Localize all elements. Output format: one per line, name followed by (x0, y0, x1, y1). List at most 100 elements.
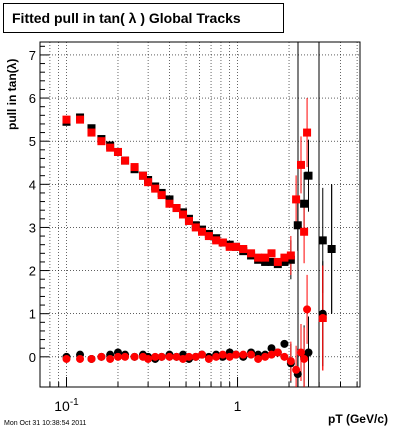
data-point-circle (254, 354, 263, 363)
data-point-square (267, 257, 276, 266)
data-point-square (261, 253, 270, 262)
x-axis-label: pT (GeV/c) (327, 412, 388, 426)
data-point-circle (247, 350, 256, 359)
data-point-square (261, 257, 270, 266)
data-point-square (113, 147, 122, 156)
data-point-circle (280, 339, 289, 348)
data-point-circle (157, 352, 166, 361)
data-point-square (247, 249, 256, 258)
data-point-square (300, 227, 309, 236)
data-point-square (121, 156, 130, 165)
data-point-circle (121, 352, 130, 361)
data-point-circle (239, 350, 248, 359)
data-point-square (184, 216, 193, 225)
data-point-circle (144, 354, 153, 363)
data-point-circle (300, 354, 309, 363)
data-point-circle (87, 354, 96, 363)
data-point-square (165, 195, 174, 204)
timestamp: Mon Oct 31 10:38:54 2011 (4, 420, 87, 427)
data-point-circle (151, 352, 160, 361)
data-point-square (304, 171, 313, 180)
y-tick-label: 1 (29, 307, 36, 322)
y-tick-label: 5 (29, 134, 36, 149)
data-point-circle (273, 348, 282, 357)
data-point-circle (304, 348, 313, 357)
data-point-square (157, 191, 166, 200)
data-point-square (212, 236, 221, 245)
y-tick-label: 7 (29, 48, 36, 63)
data-point-square (87, 124, 96, 133)
data-point-circle (97, 352, 106, 361)
data-point-square (62, 115, 71, 124)
grid (39, 42, 360, 387)
data-point-square (191, 223, 200, 232)
data-point-square (286, 255, 295, 264)
data-point-square (267, 249, 276, 258)
data-point-circle (267, 350, 276, 359)
data-point-square (286, 251, 295, 260)
y-tick-label: 3 (29, 220, 36, 235)
plot-frame (39, 41, 361, 388)
data-point-circle (292, 365, 301, 374)
data-point-square (179, 210, 188, 219)
data-point-square (293, 221, 302, 230)
data-point-circle (106, 354, 115, 363)
data-point-square (218, 238, 227, 247)
data-point-square (172, 204, 181, 213)
data-point-circle (232, 350, 241, 359)
data-point-square (87, 128, 96, 137)
axis-ticks (39, 45, 358, 387)
data-point-square (239, 245, 248, 253)
y-axis-label: pull in tan(λ) (5, 58, 19, 130)
data-point-square (204, 232, 213, 241)
data-point-square (232, 242, 241, 251)
data-point-square (225, 242, 234, 251)
chart-title: Fitted pull in tan( λ ) Global Tracks (3, 3, 284, 33)
x-tick-label: 10-1 (54, 397, 79, 414)
data-point-circle (280, 352, 289, 361)
data-point-square (165, 199, 174, 208)
y-axis-label-box: pull in tan(λ) (2, 42, 20, 142)
data-marks (62, 113, 336, 379)
data-point-circle (198, 350, 207, 359)
data-point-circle (318, 314, 327, 322)
data-point-circle (327, 245, 336, 253)
y-tick-label: 0 (29, 350, 36, 365)
data-point-circle (62, 354, 71, 363)
data-point-circle (212, 352, 221, 361)
y-tick-label: 6 (29, 91, 36, 106)
data-point-square (138, 171, 147, 180)
y-tick-label: 2 (29, 264, 36, 279)
data-point-square (144, 178, 153, 187)
data-point-circle (204, 354, 213, 363)
data-point-circle (261, 352, 270, 361)
data-point-circle (113, 352, 122, 361)
data-point-circle (130, 352, 139, 361)
x-tick-label: 1 (234, 398, 242, 414)
data-point-square (130, 163, 139, 172)
data-point-circle (172, 352, 181, 361)
data-point-circle (286, 357, 295, 366)
data-point-circle (165, 352, 174, 361)
data-point-square (198, 227, 207, 236)
data-point-square (151, 184, 160, 193)
data-point-circle (225, 352, 234, 361)
data-point-circle (218, 350, 227, 359)
data-point-square (106, 143, 115, 152)
data-point-square (97, 137, 106, 146)
data-point-circle (303, 305, 312, 314)
data-point-square (254, 253, 263, 262)
data-point-circle (76, 354, 85, 363)
data-point-square (303, 128, 312, 137)
y-tick-label: 4 (29, 177, 36, 192)
data-point-square (280, 253, 289, 262)
data-point-square (76, 115, 85, 124)
data-point-circle (191, 352, 200, 361)
data-point-square (292, 195, 301, 204)
data-point-square (300, 199, 309, 208)
data-point-circle (267, 344, 276, 353)
data-point-square (297, 160, 306, 169)
tick-labels: 0 1 2 3 4 5 6 7 10-1 1 (29, 48, 242, 414)
data-point-circle (184, 352, 193, 361)
